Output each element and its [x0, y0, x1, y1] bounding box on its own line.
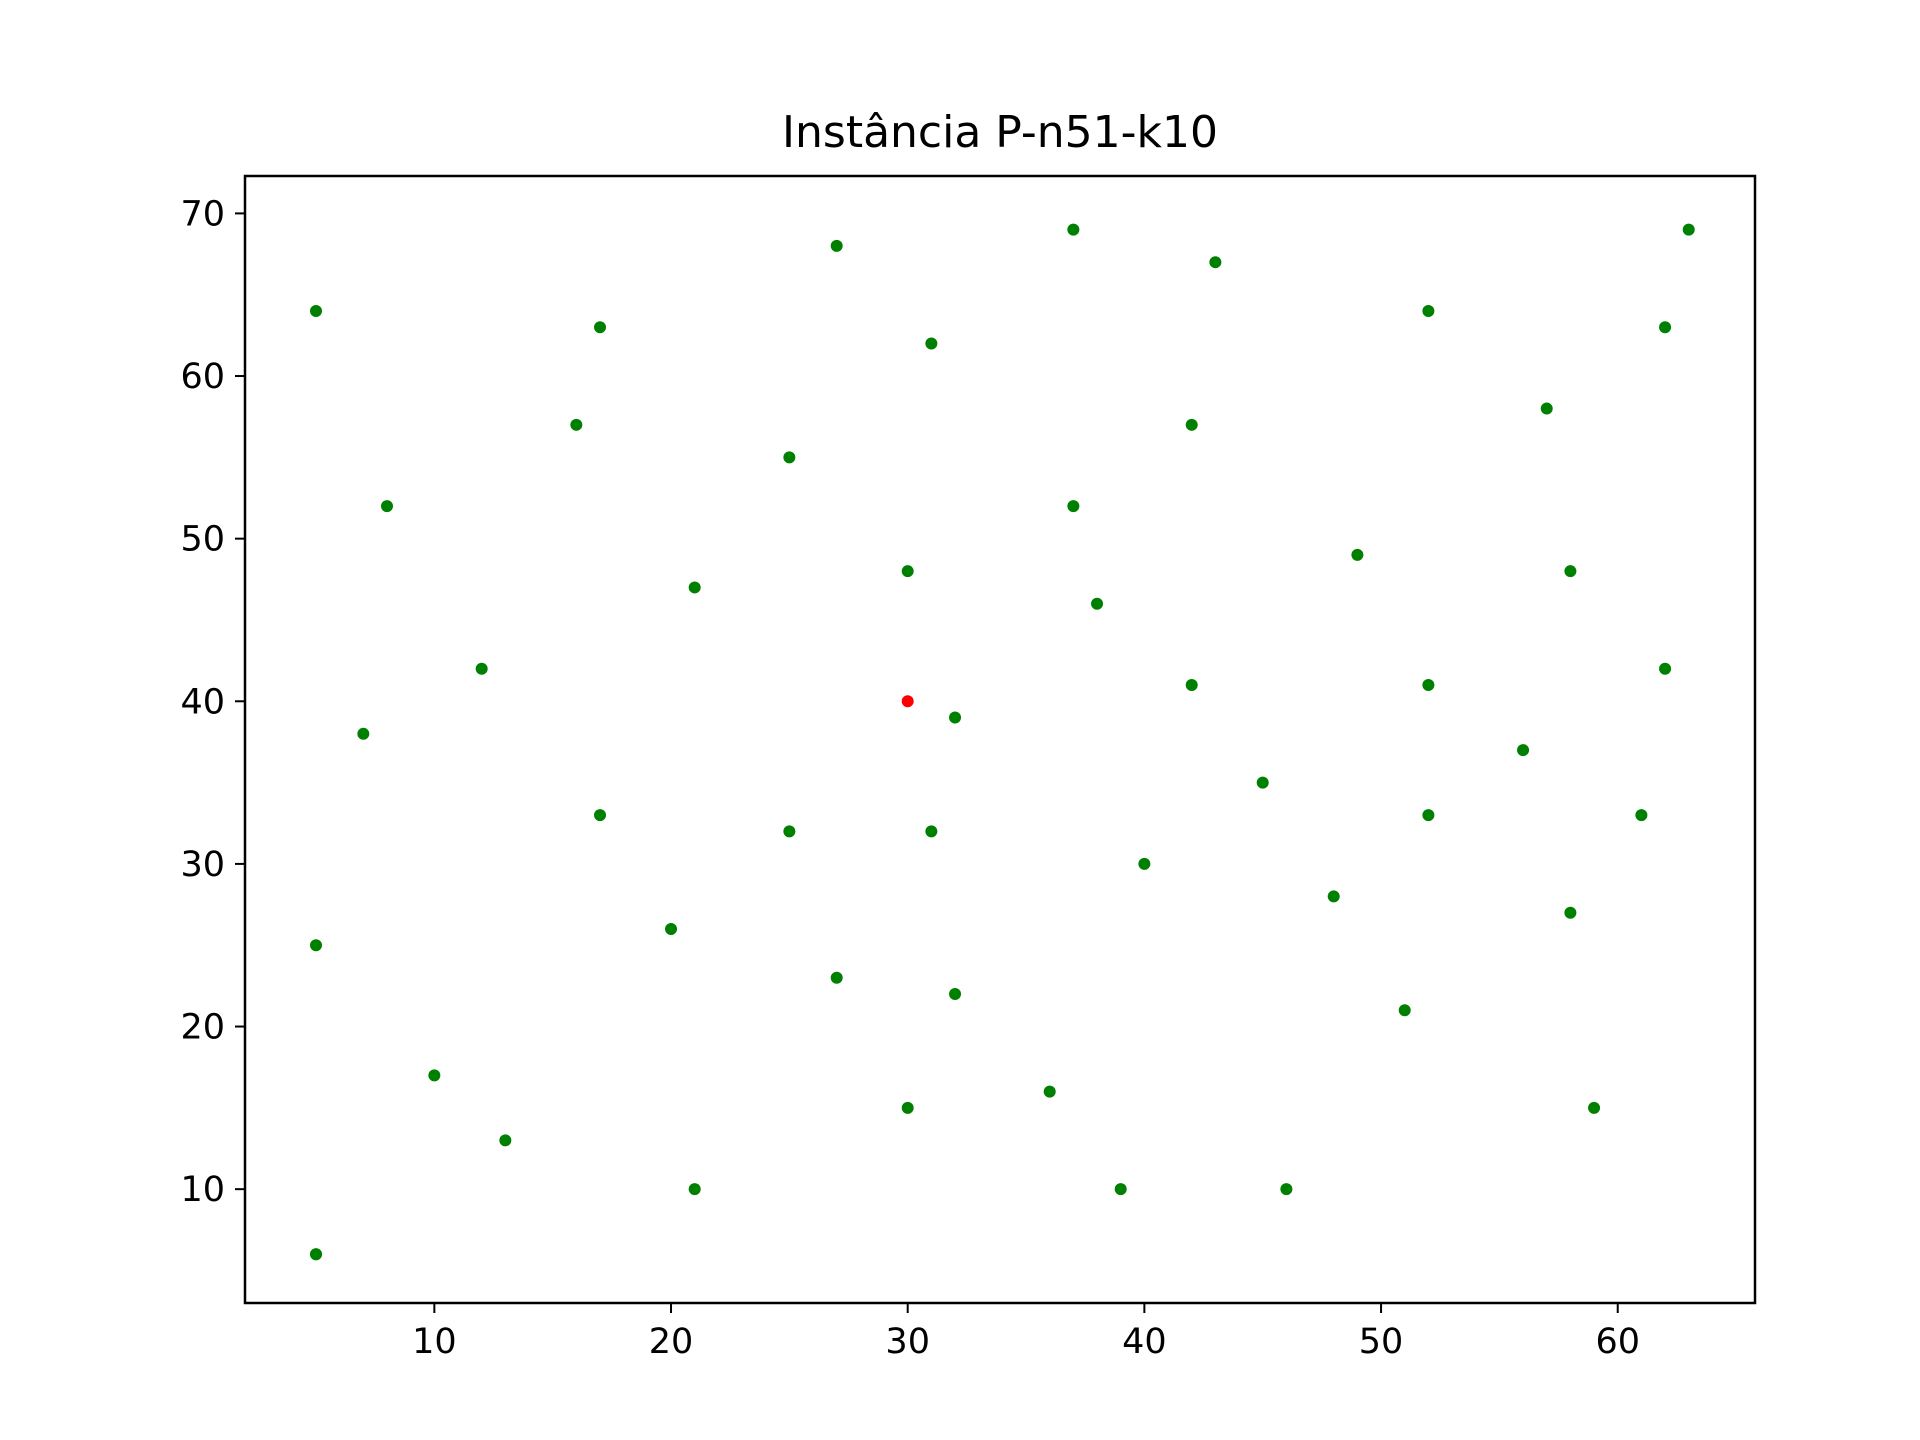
- y-tick-label: 40: [180, 682, 225, 722]
- customer-point: [1564, 906, 1577, 919]
- customer-point: [1209, 256, 1222, 269]
- customer-point: [1422, 679, 1435, 692]
- customer-point: [310, 939, 323, 952]
- customer-point: [381, 500, 394, 513]
- customer-point: [1682, 223, 1695, 236]
- chart-title: Instância P-n51-k10: [782, 107, 1218, 158]
- x-tick-label: 50: [1359, 1322, 1404, 1362]
- customer-point: [665, 922, 678, 935]
- customer-point: [570, 418, 583, 431]
- customer-point: [1659, 662, 1672, 675]
- customer-point: [901, 565, 914, 578]
- data-points: [310, 223, 1695, 1261]
- customer-point: [594, 321, 607, 334]
- customer-point: [1091, 597, 1104, 610]
- customer-point: [1280, 1183, 1293, 1196]
- customer-point: [310, 1248, 323, 1261]
- customer-point: [1540, 402, 1553, 415]
- customer-point: [1351, 548, 1364, 561]
- customer-point: [1564, 565, 1577, 578]
- customer-point: [1138, 857, 1151, 870]
- y-axis-ticks: 10 20 30 40 50 60 70: [180, 194, 245, 1210]
- customer-point: [428, 1069, 441, 1082]
- customer-point: [357, 727, 370, 740]
- x-tick-label: 10: [412, 1322, 457, 1362]
- customer-point: [475, 662, 488, 675]
- customer-point: [901, 1101, 914, 1114]
- customer-point: [1588, 1101, 1601, 1114]
- customer-point: [1185, 418, 1198, 431]
- customer-point: [783, 451, 796, 464]
- customer-point: [310, 304, 323, 317]
- customer-point: [1256, 776, 1269, 789]
- customer-point: [1422, 304, 1435, 317]
- customer-point: [830, 239, 843, 252]
- y-tick-label: 70: [180, 194, 225, 234]
- customer-point: [783, 825, 796, 838]
- depot-point: [901, 695, 914, 708]
- customer-point: [688, 581, 701, 594]
- x-axis-ticks: 10 20 30 40 50 60: [412, 1303, 1640, 1362]
- customer-point: [1067, 500, 1080, 513]
- customer-point: [1043, 1085, 1056, 1098]
- customer-point: [1398, 1004, 1411, 1017]
- customer-point: [1659, 321, 1672, 334]
- customer-point: [1114, 1183, 1127, 1196]
- customer-point: [1185, 679, 1198, 692]
- y-tick-label: 50: [180, 520, 225, 560]
- customer-point: [688, 1183, 701, 1196]
- y-tick-label: 30: [180, 845, 225, 885]
- customer-point: [925, 825, 938, 838]
- x-tick-label: 20: [649, 1322, 694, 1362]
- x-tick-label: 40: [1122, 1322, 1167, 1362]
- customer-point: [1067, 223, 1080, 236]
- customer-point: [949, 988, 962, 1001]
- customer-point: [1635, 809, 1648, 822]
- customer-point: [594, 809, 607, 822]
- customer-point: [949, 711, 962, 724]
- customer-point: [925, 337, 938, 350]
- customer-point: [1422, 809, 1435, 822]
- customer-point: [1327, 890, 1340, 903]
- plot-area-frame: [243, 174, 1757, 1305]
- y-tick-label: 10: [180, 1170, 225, 1210]
- customer-point: [499, 1134, 512, 1147]
- x-tick-label: 60: [1595, 1322, 1640, 1362]
- customer-point: [830, 971, 843, 984]
- y-tick-label: 20: [180, 1008, 225, 1048]
- x-tick-label: 30: [885, 1322, 930, 1362]
- customer-point: [1517, 744, 1530, 757]
- y-tick-label: 60: [180, 357, 225, 397]
